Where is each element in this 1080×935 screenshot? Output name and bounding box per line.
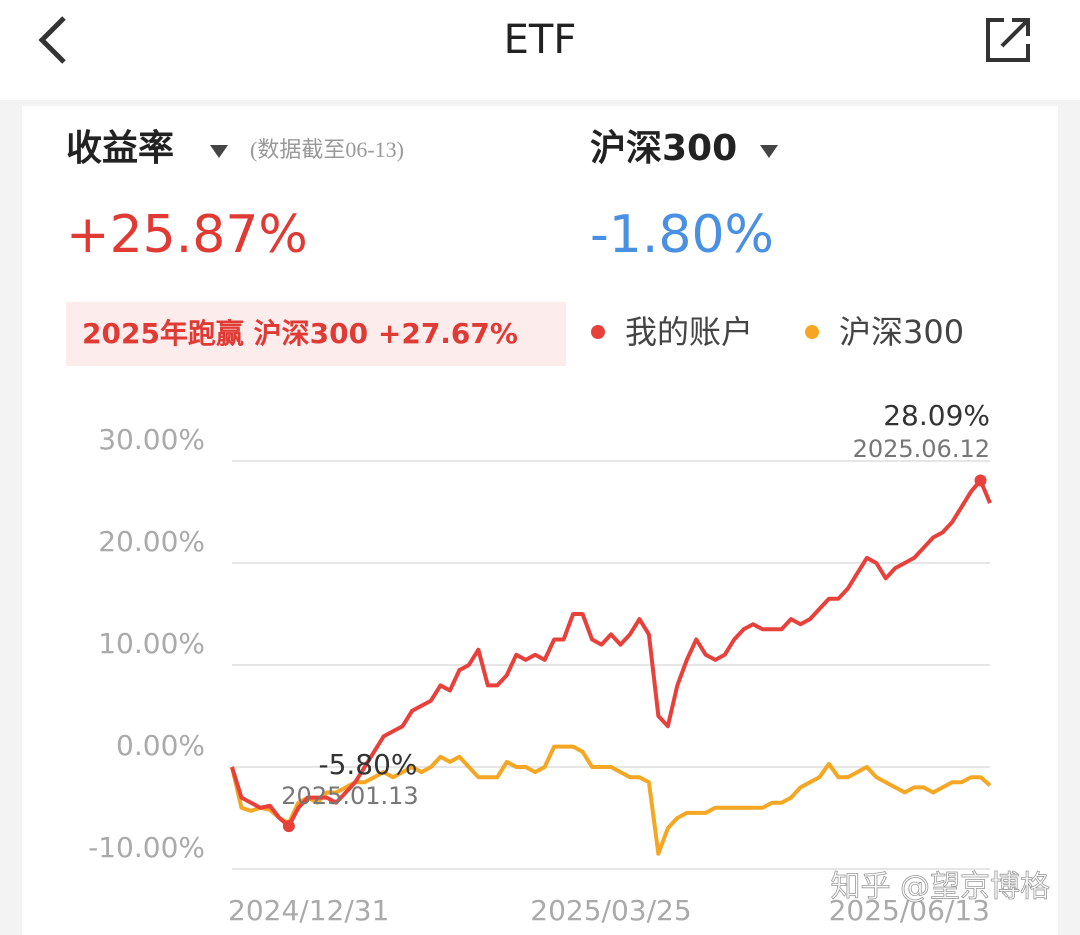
legend-label: 沪深300	[839, 313, 964, 351]
y-tick-label: 20.00%	[98, 525, 205, 558]
date-note: (数据截至06-13)	[250, 137, 404, 162]
metric-label: 收益率	[66, 128, 174, 169]
highlight-point	[282, 820, 295, 833]
legend: 我的账户 沪深300	[591, 313, 964, 351]
annotation-value: -5.80%	[318, 748, 417, 781]
dropdown-icon[interactable]	[760, 145, 778, 158]
y-tick-label: 30.00%	[98, 423, 205, 456]
header-bar	[0, 0, 1080, 100]
legend-label: 我的账户	[625, 313, 753, 351]
series-line	[230, 744, 992, 856]
annotation-date: 2025.01.13	[281, 782, 418, 810]
y-tick-label: -10.00%	[88, 831, 205, 864]
y-tick-label: 0.00%	[116, 729, 205, 762]
dropdown-icon[interactable]	[210, 145, 228, 158]
watermark: 知乎 @望京博格	[830, 870, 1050, 905]
x-tick-label: 2024/12/31	[228, 894, 389, 927]
back-button[interactable]	[38, 16, 66, 64]
x-tick-label: 2025/03/25	[530, 894, 691, 927]
page-title: ETF	[504, 17, 577, 63]
legend-marker	[805, 325, 819, 339]
x-tick-label: 2025/06/13	[829, 894, 990, 927]
y-tick-label: 10.00%	[98, 627, 205, 660]
benchmark-value: -1.80%	[590, 205, 774, 265]
card	[22, 106, 1058, 935]
chart: -10.00% 0.00% 10.00% 20.00% 30.00% 2024/12/31…	[88, 399, 992, 927]
badge-bg	[66, 302, 566, 366]
benchmark-label: 沪深300	[590, 128, 737, 169]
legend-marker	[591, 325, 605, 339]
highlight-point	[974, 474, 987, 487]
share-button[interactable]	[986, 18, 1030, 62]
badge: 2025年跑赢 沪深300 +27.67%	[82, 317, 518, 350]
metric-value: +25.87%	[66, 205, 308, 265]
annotation-date: 2025.06.12	[853, 435, 990, 463]
annotation-value: 28.09%	[883, 399, 990, 432]
series-line	[230, 478, 992, 829]
